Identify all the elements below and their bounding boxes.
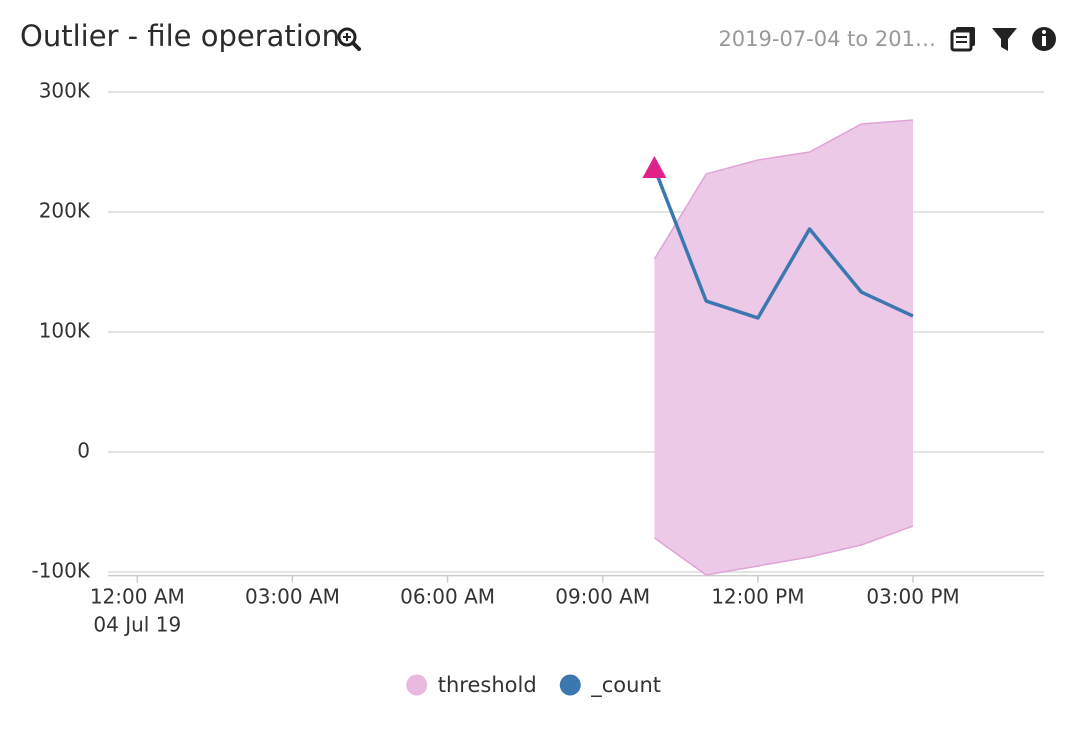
y-tick-label: 0 — [77, 439, 90, 463]
threshold-band — [654, 119, 913, 576]
y-tick-label: -100K — [31, 559, 90, 583]
y-tick-label: 200K — [39, 199, 91, 223]
info-icon[interactable] — [1032, 27, 1056, 51]
y-tick-label: 300K — [39, 79, 91, 103]
x-tick-label: 12:00 PM — [711, 585, 804, 609]
threshold-lower — [653, 525, 914, 576]
x-tick-label: 03:00 PM — [866, 585, 959, 609]
zoom-icon[interactable] — [337, 27, 361, 51]
outlier-marker — [642, 155, 667, 178]
x-tick-label: 03:00 AM — [245, 585, 340, 609]
count-line — [652, 167, 914, 320]
legend-marker — [559, 674, 581, 696]
x-tick-label: 12:00 AM — [90, 585, 185, 609]
legend-label: _count — [590, 673, 661, 698]
date-range: 2019-07-04 to 201… — [718, 27, 936, 51]
chart-title: Outlier - file operation — [20, 19, 340, 53]
legend-label: threshold — [438, 673, 537, 697]
x-tick-label: 06:00 AM — [400, 585, 495, 609]
y-tick-label: 100K — [39, 319, 91, 343]
report-icon[interactable] — [950, 27, 975, 52]
filter-icon[interactable] — [992, 28, 1017, 51]
x-date-label: 04 Jul 19 — [93, 613, 181, 637]
legend-marker — [406, 674, 428, 696]
x-tick-label: 09:00 AM — [555, 585, 650, 609]
plot-area: -100K 0 100K 200K 300K 12:00 AM 04 Jul 19 03:00… — [31, 79, 1044, 637]
threshold-upper — [653, 119, 914, 260]
